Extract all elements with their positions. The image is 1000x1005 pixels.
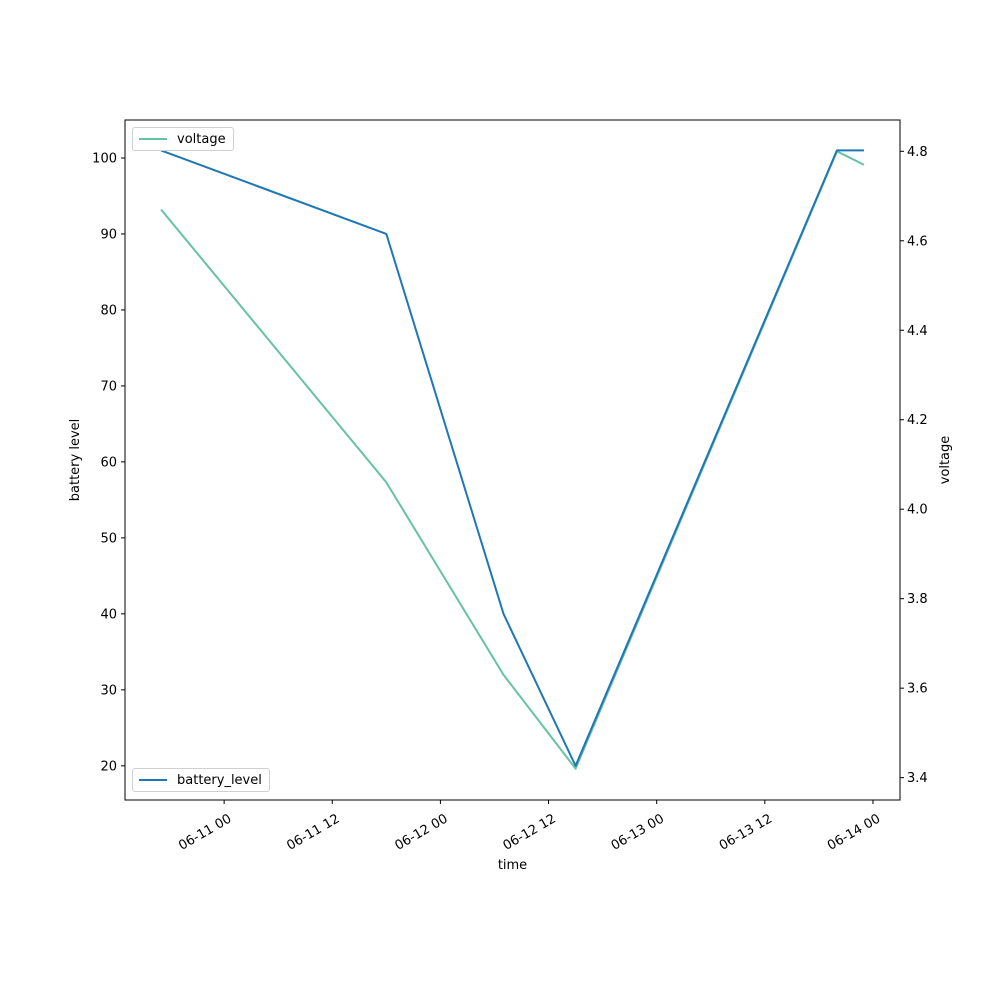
- y-left-tick-label: 80: [100, 303, 117, 318]
- y-axis-label-right: voltage: [938, 436, 953, 485]
- series-line-battery-level: [160, 149, 864, 767]
- y-left-tick-label: 40: [100, 607, 117, 622]
- x-tick-label: 06-11 12: [284, 811, 342, 853]
- y-left-tick-label: 100: [92, 151, 117, 166]
- y-right-tick-label: 3.4: [907, 771, 928, 786]
- y-right-tick-label: 3.8: [907, 592, 928, 607]
- legend-voltage: voltage: [132, 127, 234, 151]
- legend-voltage-label: voltage: [177, 131, 226, 147]
- legend-battery-level-label: battery_level: [177, 772, 262, 788]
- x-tick-label: 06-12 12: [501, 811, 559, 853]
- legend-battery-level-swatch: [139, 779, 167, 781]
- y-right-tick-label: 4.0: [907, 503, 928, 518]
- y-right-tick-label: 3.6: [907, 682, 928, 697]
- y-left-tick-label: 70: [100, 379, 117, 394]
- y-right-tick-label: 4.6: [907, 234, 928, 249]
- x-tick-label: 06-13 12: [717, 811, 775, 853]
- y-left-tick-label: 20: [100, 759, 117, 774]
- legend-voltage-swatch: [139, 138, 167, 140]
- x-tick-label: 06-12 00: [392, 811, 450, 853]
- y-right-tick-label: 4.8: [907, 145, 928, 160]
- x-tick-label: 06-13 00: [609, 811, 667, 853]
- series-line-voltage: [160, 150, 865, 770]
- y-right-tick-label: 4.4: [907, 324, 928, 339]
- legend-battery-level: battery_level: [132, 768, 270, 792]
- y-axis-label-left: battery level: [68, 419, 83, 502]
- x-tick-label: 06-14 00: [825, 811, 883, 853]
- y-right-tick-label: 4.2: [907, 413, 928, 428]
- y-left-tick-label: 60: [100, 455, 117, 470]
- plot-frame: [124, 119, 901, 801]
- y-left-tick-label: 30: [100, 683, 117, 698]
- y-left-tick-label: 50: [100, 531, 117, 546]
- y-left-tick-label: 90: [100, 227, 117, 242]
- x-axis-label: time: [498, 858, 527, 873]
- x-tick-label: 06-11 00: [176, 811, 234, 853]
